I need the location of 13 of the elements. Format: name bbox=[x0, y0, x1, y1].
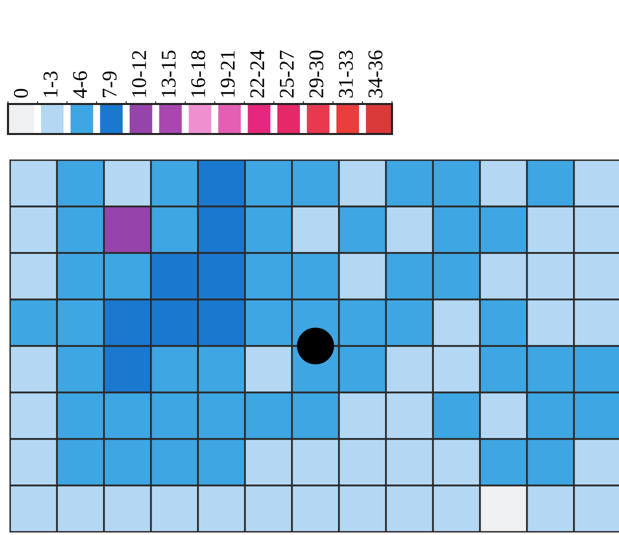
color-bar-label: 34-36 bbox=[368, 50, 382, 98]
color-bar-label: 16-18 bbox=[191, 50, 206, 97]
color-bar-label: 1-3 bbox=[44, 71, 58, 97]
color-bar-label: 7-9 bbox=[102, 72, 117, 98]
color-bar-label: 31-33 bbox=[338, 50, 353, 98]
color-bar-label: 10-12 bbox=[132, 50, 146, 97]
color-bar-label: 22-24 bbox=[250, 50, 264, 98]
color-bar-label: 0 bbox=[14, 88, 28, 98]
color-bar-label: 4-6 bbox=[73, 71, 88, 98]
color-bar-label: 29-30 bbox=[309, 50, 324, 98]
color-bar-label: 19-21 bbox=[220, 51, 235, 97]
color-bar-label: 25-27 bbox=[280, 50, 294, 98]
color-bar-label: 13-15 bbox=[162, 50, 176, 97]
